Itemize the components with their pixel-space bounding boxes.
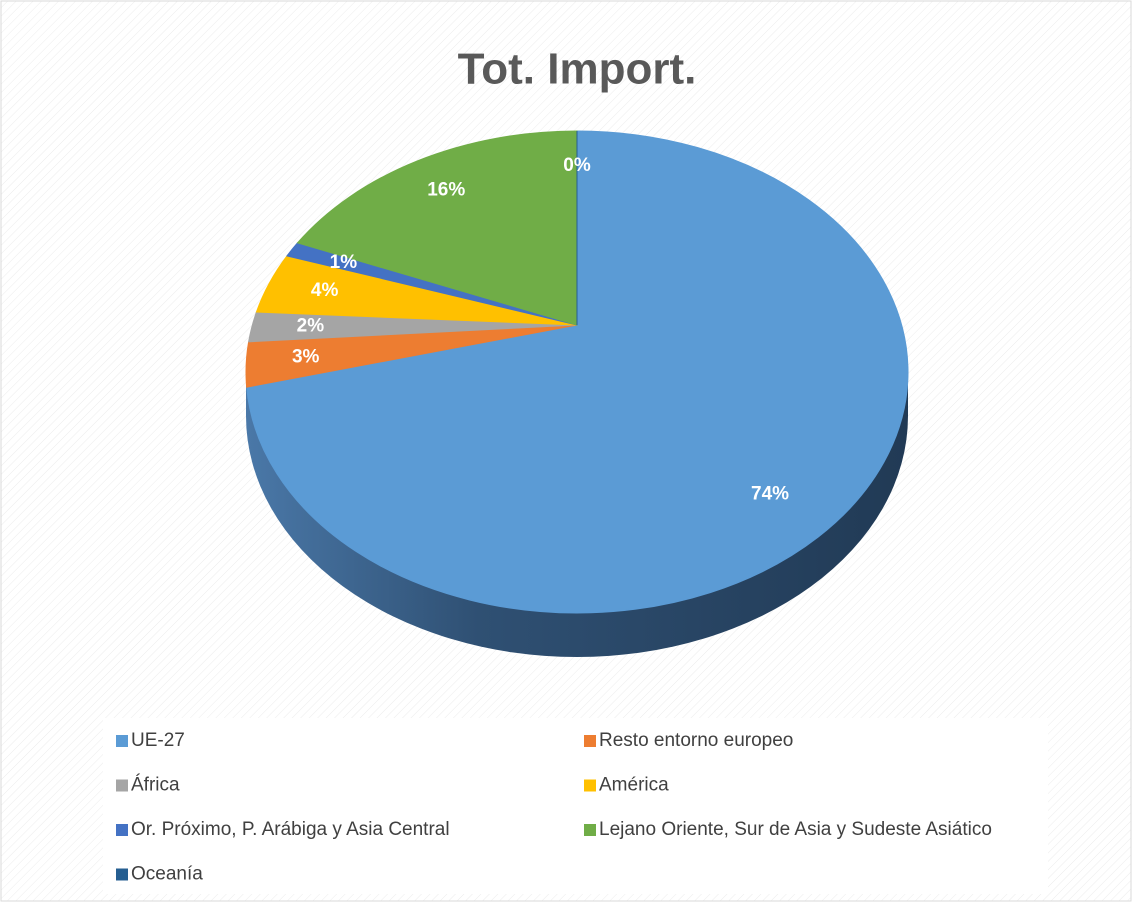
legend-swatch <box>116 779 128 792</box>
legend-label: UE-27 <box>131 730 185 751</box>
legend-label: Or. Próximo, P. Arábiga y Asia Central <box>131 819 450 840</box>
legend-swatch <box>116 824 128 836</box>
legend-swatch <box>116 868 128 881</box>
legend-label: África <box>131 775 180 796</box>
data-label: 1% <box>330 252 358 273</box>
legend-swatch <box>116 735 128 747</box>
pie-slice <box>246 130 909 614</box>
data-label: 16% <box>427 179 465 200</box>
data-label: 2% <box>297 316 325 337</box>
legend-swatch <box>584 824 596 836</box>
data-label: 3% <box>292 346 320 367</box>
data-label: 4% <box>311 280 339 301</box>
legend-label: Lejano Oriente, Sur de Asia y Sudeste As… <box>599 819 992 840</box>
pie-slice <box>296 130 578 326</box>
legend-label: Resto entorno europeo <box>599 730 793 751</box>
data-label: 74% <box>751 484 789 505</box>
legend-box <box>103 718 1048 894</box>
chart-title: Tot. Import. <box>458 45 697 94</box>
legend-swatch <box>584 779 596 792</box>
legend-label: América <box>599 775 669 796</box>
legend-swatch <box>584 735 596 747</box>
legend-label: Oceanía <box>131 864 203 885</box>
data-label: 0% <box>563 155 591 176</box>
